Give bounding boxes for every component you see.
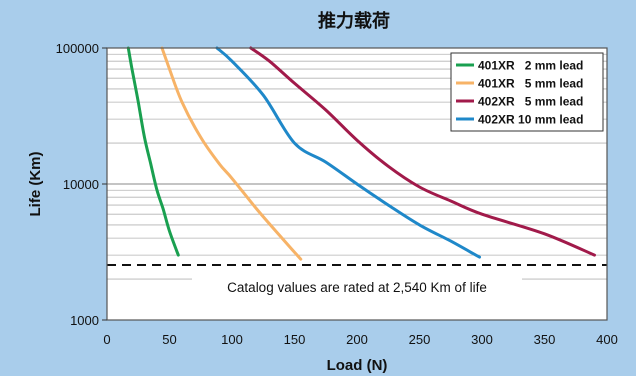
annotation-background [192,276,522,298]
x-tick-label: 300 [471,332,493,347]
y-tick-label: 10000 [63,177,99,192]
annotation-text: Catalog values are rated at 2,540 Km of … [227,280,487,295]
x-tick-label: 200 [346,332,368,347]
y-axis-label: Life (Km) [27,152,44,217]
x-tick-label: 400 [596,332,618,347]
legend-label-1: 401XR 5 mm lead [478,77,583,91]
x-tick-label: 100 [221,332,243,347]
series-line-1 [160,46,303,261]
x-tick-label: 150 [284,332,306,347]
annotation-group: Catalog values are rated at 2,540 Km of … [192,276,522,298]
series-line-0 [126,46,180,257]
series-line-3 [215,46,481,259]
series-lines [126,46,596,261]
chart-title: 推力载荷 [318,10,390,32]
legend: 401XR 2 mm lead 401XR 5 mm lead 402XR 5 mm… [450,52,604,132]
x-tick-label: 350 [534,332,556,347]
x-tick-label: 0 [103,332,110,347]
y-tick-label: 100000 [56,41,99,56]
legend-box [450,52,604,132]
y-tick-label: 1000 [70,313,99,328]
legend-label-3: 402XR 10 mm lead [478,113,583,127]
legend-label-2: 402XR 5 mm lead [478,95,583,109]
x-tick-label: 50 [162,332,176,347]
x-axis-label: Load (N) [327,357,388,374]
legend-label-0: 401XR 2 mm lead [478,59,583,73]
axes: 0 50 100 150 200 250 300 350 400 1000 10000 100000 [56,41,618,347]
x-tick-label: 250 [409,332,431,347]
series-line-2 [249,46,596,257]
